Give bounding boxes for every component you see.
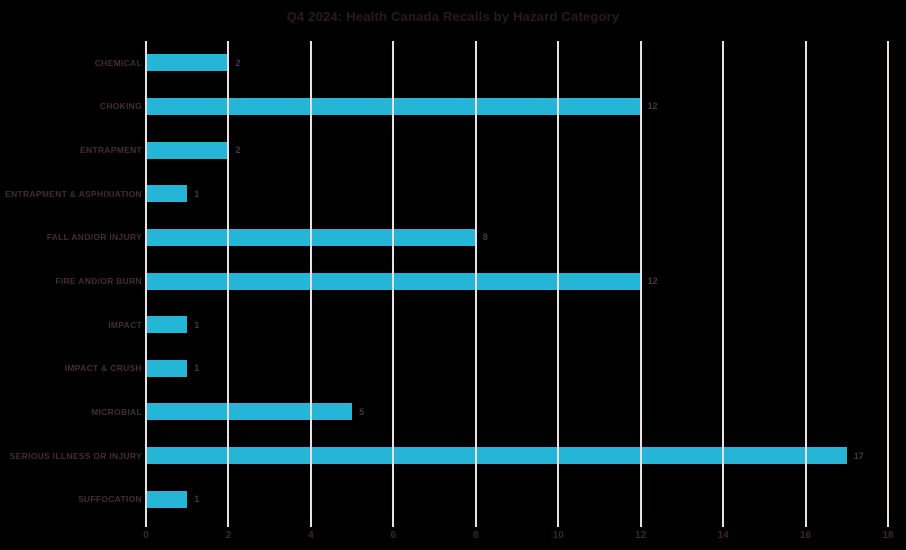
bar-row: CHOKING 12: [0, 85, 906, 129]
bar: [146, 403, 353, 421]
value-label: 1: [194, 363, 200, 374]
category-label: IMPACT & CRUSH: [64, 363, 142, 374]
bar: [146, 272, 641, 290]
value-label: 2: [235, 145, 241, 156]
x-tick-mark: [392, 521, 395, 527]
bar: [146, 54, 229, 72]
x-tick-label: 12: [635, 530, 647, 541]
value-label: 1: [194, 319, 200, 330]
bar-row: ENTRAPMENT & ASPHIXIATION 1: [0, 172, 906, 216]
bar-track: 1: [146, 490, 888, 508]
x-tick-label: 14: [717, 530, 729, 541]
bar-track: 17: [146, 447, 888, 465]
category-label: ENTRAPMENT & ASPHIXIATION: [5, 188, 142, 199]
bar: [146, 141, 229, 159]
x-tick-mark: [145, 521, 147, 527]
bar-row: ENTRAPMENT 2: [0, 128, 906, 172]
bar-row: CHEMICAL 2: [0, 41, 906, 85]
x-tick-mark: [227, 521, 230, 527]
bar-row: SERIOUS ILLNESS OR INJURY 17: [0, 434, 906, 478]
value-label: 17: [853, 450, 864, 461]
bar-track: 12: [146, 272, 888, 290]
category-label: FALL AND/OR INJURY: [46, 232, 142, 243]
bar: [146, 447, 847, 465]
bar: [146, 228, 476, 246]
x-tick-mark: [887, 521, 889, 527]
x-tick-mark: [639, 521, 642, 527]
x-tick-mark: [309, 521, 312, 527]
x-tick-label: 2: [225, 530, 232, 541]
bar-row: IMPACT & CRUSH 1: [0, 346, 906, 390]
x-tick-label: 6: [390, 530, 397, 541]
category-label: SERIOUS ILLNESS OR INJURY: [9, 450, 142, 461]
x-tick-label: 10: [552, 530, 564, 541]
bar-track: 5: [146, 403, 888, 421]
value-label: 1: [194, 188, 200, 199]
x-tick-mark: [722, 521, 725, 527]
bar-row: IMPACT 1: [0, 303, 906, 347]
bar-track: 12: [146, 97, 888, 115]
category-label: IMPACT: [108, 319, 142, 330]
bar: [146, 97, 641, 115]
category-label: MICROBIAL: [91, 406, 142, 417]
x-tick-mark: [804, 521, 807, 527]
value-label: 1: [194, 494, 200, 505]
bar-row: FIRE AND/OR BURN 12: [0, 259, 906, 303]
bar-track: 2: [146, 141, 888, 159]
x-tick-mark: [557, 521, 560, 527]
category-label: ENTRAPMENT: [79, 145, 142, 156]
bar-track: 8: [146, 228, 888, 246]
x-tick-label: 8: [472, 530, 479, 541]
bar-track: 1: [146, 185, 888, 203]
bar-track: 1: [146, 316, 888, 334]
chart-title: Q4 2024: Health Canada Recalls by Hazard…: [286, 9, 620, 24]
bar: [146, 185, 188, 203]
value-label: 5: [359, 406, 365, 417]
category-label: SUFFOCATION: [77, 494, 142, 505]
bar: [146, 359, 188, 377]
x-tick-label: 0: [143, 530, 149, 541]
bar-row: MICROBIAL 5: [0, 390, 906, 434]
bar-rows-container: CHEMICAL 2 CHOKING 12 ENTRAPMENT 2 ENTRAPMENT …: [0, 41, 906, 521]
x-tick-label: 16: [799, 530, 812, 541]
value-label: 2: [235, 57, 241, 68]
bar-row: SUFFOCATION 1: [0, 477, 906, 521]
bar: [146, 490, 188, 508]
category-label: CHEMICAL: [94, 57, 142, 68]
value-label: 12: [647, 101, 658, 112]
x-tick-mark: [474, 521, 477, 527]
bar: [146, 316, 188, 334]
category-label: FIRE AND/OR BURN: [55, 276, 142, 287]
bar-track: 1: [146, 359, 888, 377]
x-axis-ticks: 0 2 4 6 8 10 12 14 16 18: [143, 521, 894, 549]
bar-row: FALL AND/OR INJURY 8: [0, 216, 906, 260]
value-label: 8: [482, 232, 488, 243]
category-label: CHOKING: [99, 101, 142, 112]
x-tick-label: 18: [882, 530, 894, 541]
value-label: 12: [647, 276, 658, 287]
x-tick-label: 4: [308, 530, 314, 541]
bar-track: 2: [146, 54, 888, 72]
